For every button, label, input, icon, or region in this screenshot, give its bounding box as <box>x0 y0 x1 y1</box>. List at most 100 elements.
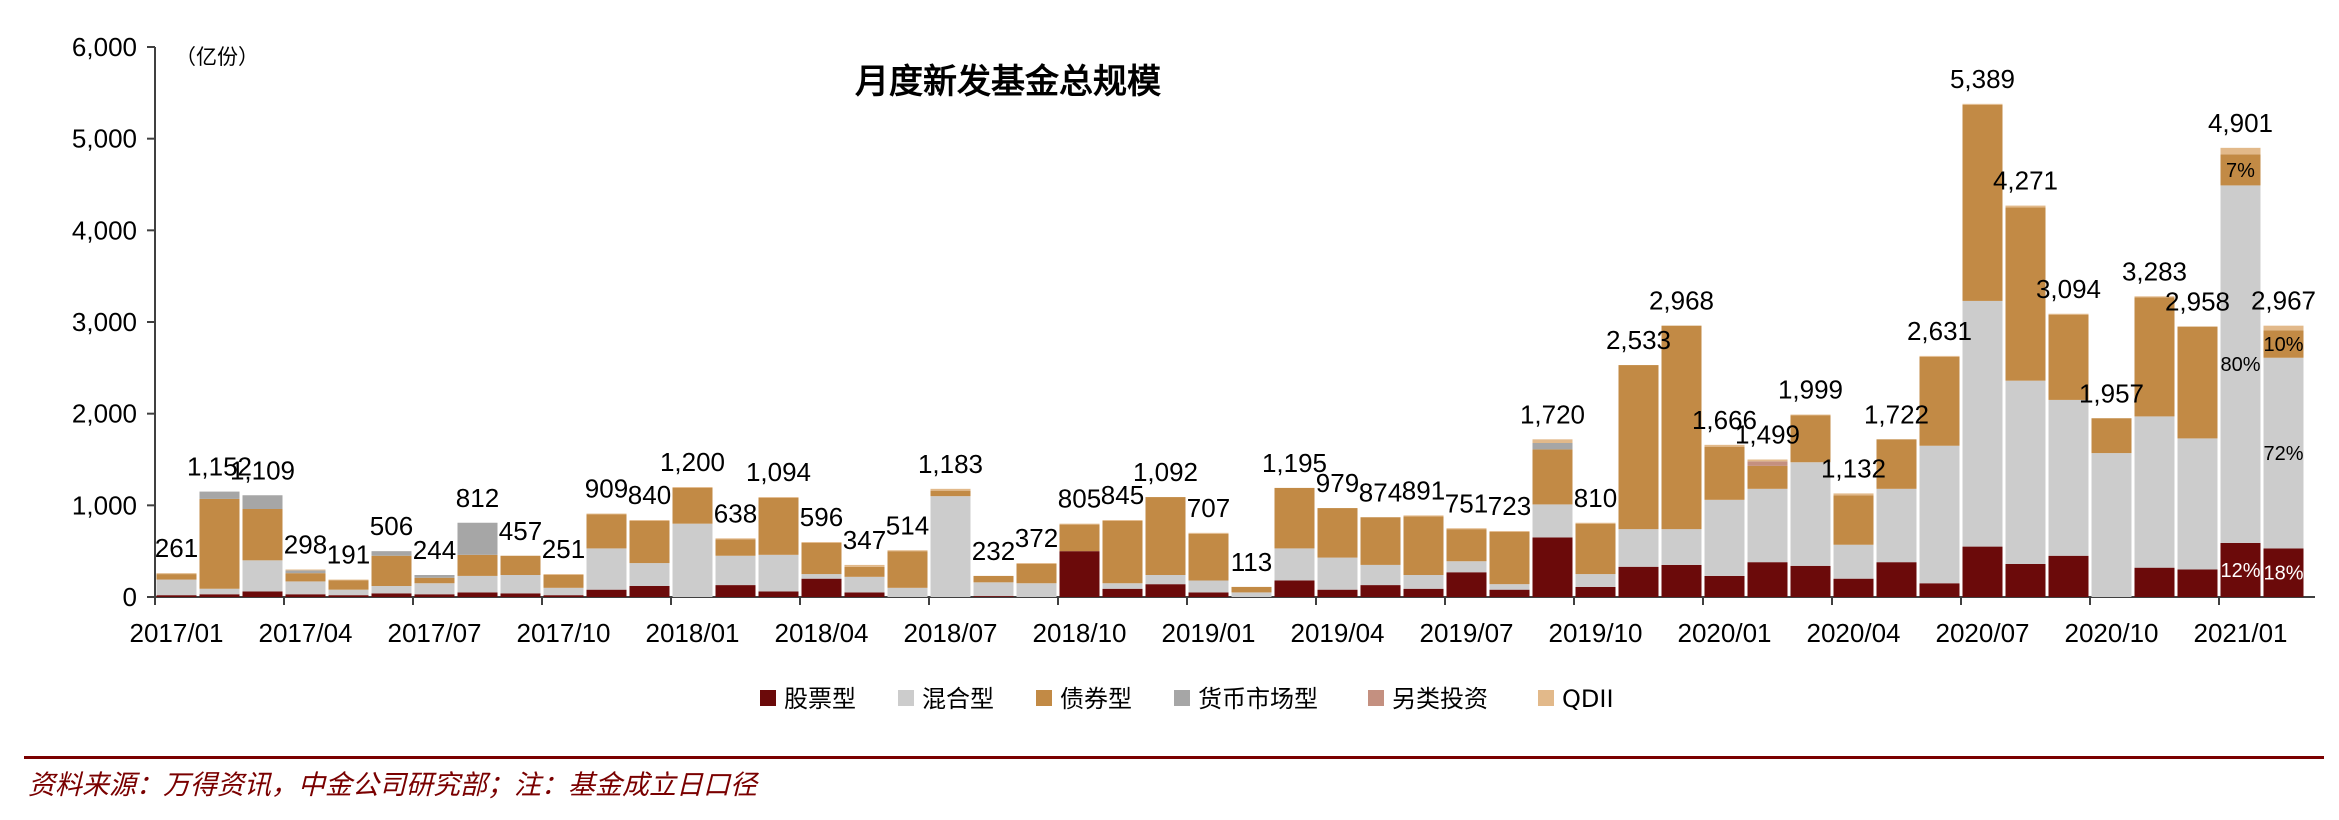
bar-segment <box>629 586 670 597</box>
bar-segment <box>586 589 627 597</box>
bar-segment <box>844 576 885 593</box>
total-label: 840 <box>628 480 671 510</box>
total-label: 261 <box>155 533 198 563</box>
bar-segment <box>1231 586 1272 593</box>
x-tick-label: 2020/01 <box>1678 618 1772 648</box>
bar-segment <box>371 586 412 594</box>
bar-segment <box>1833 544 1874 579</box>
bar-segment <box>1704 444 1745 447</box>
bar-segment <box>1876 439 1917 489</box>
legend-label: 债券型 <box>1060 685 1132 713</box>
bar-segment <box>1962 300 2003 547</box>
bar-segment <box>629 563 670 586</box>
bar-segment <box>1446 529 1487 562</box>
x-tick-label: 2018/07 <box>904 618 998 648</box>
total-label: 845 <box>1101 480 1144 510</box>
total-label: 1,109 <box>230 455 295 485</box>
bar-segment <box>758 591 799 597</box>
bar-segment <box>1575 574 1616 587</box>
bar-segment <box>500 593 541 597</box>
bar-segment <box>1317 589 1358 597</box>
bar-segment <box>758 498 799 555</box>
total-label: 2,968 <box>1649 286 1714 316</box>
total-label: 1,200 <box>660 447 725 477</box>
legend-label: 混合型 <box>922 685 994 713</box>
total-label: 1,195 <box>1262 448 1327 478</box>
bar-segment <box>1446 561 1487 573</box>
x-tick-label: 2019/07 <box>1420 618 1514 648</box>
total-label: 909 <box>585 474 628 504</box>
total-label: 638 <box>714 498 757 528</box>
bar-segment <box>1016 563 1057 564</box>
legend-swatch <box>1368 690 1384 706</box>
source-note: 资料来源：万得资讯，中金公司研究部；注：基金成立日口径 <box>28 770 757 801</box>
share-annotation: 7% <box>2226 160 2255 182</box>
x-tick-label: 2018/04 <box>775 618 869 648</box>
legend-label: 另类投资 <box>1392 685 1488 713</box>
bar-segment <box>1704 499 1745 576</box>
unit-label: （亿份） <box>175 45 259 69</box>
bar-segment <box>199 588 240 595</box>
y-tick-label: 5,000 <box>72 124 137 154</box>
total-label: 1,722 <box>1864 399 1929 429</box>
y-tick-label: 4,000 <box>72 215 137 245</box>
bar-segment <box>2177 438 2218 570</box>
bar-segment <box>457 575 498 593</box>
bar-segment <box>586 548 627 590</box>
bar-segment <box>285 581 326 595</box>
bar-segment <box>1919 445 1960 584</box>
share-annotation: 10% <box>2263 334 2303 356</box>
x-tick-label: 2019/01 <box>1162 618 1256 648</box>
bar-segment <box>1102 588 1143 597</box>
bar-segment <box>758 554 799 592</box>
bar-segment <box>1575 522 1616 524</box>
bar-segment <box>2005 207 2046 381</box>
bar-segment <box>1962 103 2003 105</box>
x-tick-label: 2020/10 <box>2065 618 2159 648</box>
bar-segment <box>1747 459 1788 462</box>
bar-segment <box>629 520 670 521</box>
x-tick-label: 2018/10 <box>1033 618 1127 648</box>
total-label: 3,094 <box>2036 274 2101 304</box>
x-tick-label: 2019/10 <box>1549 618 1643 648</box>
legend-swatch <box>760 690 776 706</box>
bar-segment <box>1446 528 1487 530</box>
legend-label: QDII <box>1562 685 1614 713</box>
bar-segment <box>2220 147 2261 155</box>
bar-segment <box>156 573 197 575</box>
bar-segment <box>285 573 326 582</box>
bar-segment <box>1661 529 1702 565</box>
bar-segment <box>328 579 369 581</box>
bar-segment <box>242 495 283 509</box>
total-label: 2,631 <box>1907 316 1972 346</box>
bar-segment <box>457 522 498 555</box>
chart: 0 1,000 2,000 3,000 4,000 5,000 6,000 2017/01 20… <box>72 32 2316 713</box>
x-tick-label: 2017/07 <box>388 618 482 648</box>
bar-segment <box>199 491 240 499</box>
bar-segment <box>1102 520 1143 584</box>
bar-segment <box>156 595 197 597</box>
bar-segment <box>672 487 713 524</box>
bar-segment <box>1016 583 1057 597</box>
total-label: 251 <box>542 534 585 564</box>
total-label: 1,152 <box>187 452 252 482</box>
bar-segment <box>1489 531 1530 532</box>
bar-segment <box>2263 548 2304 597</box>
total-label: 723 <box>1488 491 1531 521</box>
bar-segment <box>1145 575 1186 585</box>
bar-segment <box>1403 516 1444 575</box>
bar-segment <box>1661 325 1702 530</box>
bar-segment <box>2048 399 2089 556</box>
bar-segment <box>1833 495 1874 545</box>
bar-segment <box>371 555 412 586</box>
share-annotation: 80% <box>2220 354 2260 376</box>
legend: 股票型 混合型 债券型 货币市场型 另类投资 QDII <box>760 685 1614 713</box>
bar-segment <box>801 542 842 543</box>
bar-segment <box>1489 531 1530 585</box>
total-label: 514 <box>886 510 929 540</box>
bar-segment <box>2220 154 2261 186</box>
bar-segment <box>1790 565 1831 597</box>
bar-segment <box>887 550 928 552</box>
total-label: 4,271 <box>1993 166 2058 196</box>
bar-segment <box>1102 520 1143 521</box>
